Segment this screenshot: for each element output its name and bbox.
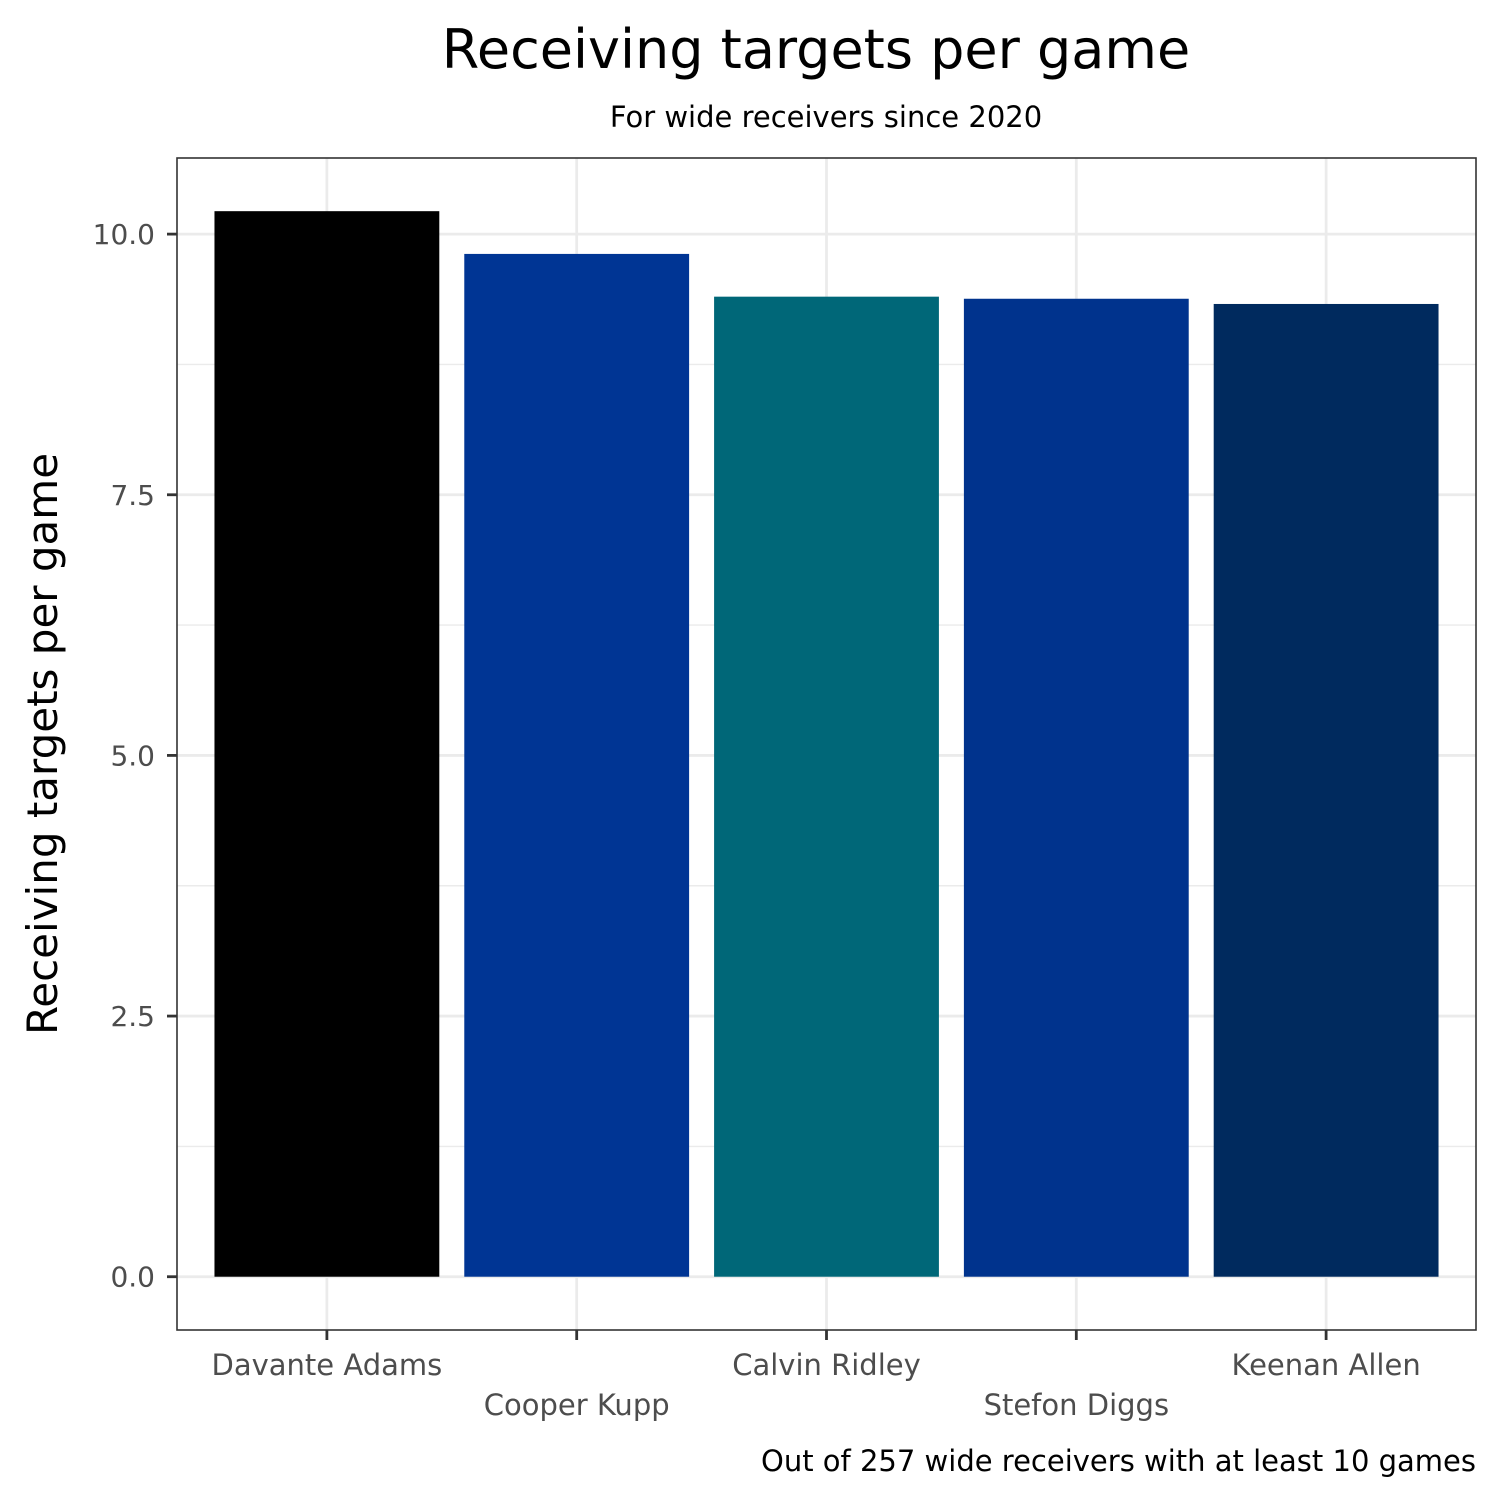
x-tick-label: Cooper Kupp — [484, 1388, 670, 1422]
y-tick-label: 5.0 — [110, 739, 155, 772]
bar — [963, 298, 1189, 1277]
x-tick-label: Stefon Diggs — [984, 1388, 1169, 1422]
chart-title: Receiving targets per game — [442, 18, 1190, 81]
y-tick-label: 2.5 — [110, 1000, 155, 1033]
y-tick-label: 0.0 — [110, 1261, 155, 1294]
chart-subtitle: For wide receivers since 2020 — [610, 100, 1042, 134]
chart-caption: Out of 257 wide receivers with at least … — [761, 1444, 1476, 1478]
bar — [214, 211, 440, 1277]
y-tick-label: 7.5 — [110, 479, 155, 512]
x-tick-label: Keenan Allen — [1232, 1348, 1421, 1382]
y-axis-title: Receiving targets per game — [18, 453, 67, 1035]
plot-panel — [176, 157, 1477, 1331]
bars-group — [214, 211, 1439, 1277]
bar — [714, 296, 939, 1277]
y-tick-label: 10.0 — [93, 218, 155, 251]
bar — [464, 253, 690, 1277]
x-tick-label: Davante Adams — [212, 1348, 443, 1382]
y-axis: 0.0 2.5 5.0 7.5 10.0 — [93, 218, 177, 1294]
bar — [1213, 303, 1439, 1277]
x-axis: Davante Adams Cooper Kupp Calvin Ridley Ste… — [212, 1330, 1421, 1422]
x-tick-label: Calvin Ridley — [732, 1348, 921, 1382]
